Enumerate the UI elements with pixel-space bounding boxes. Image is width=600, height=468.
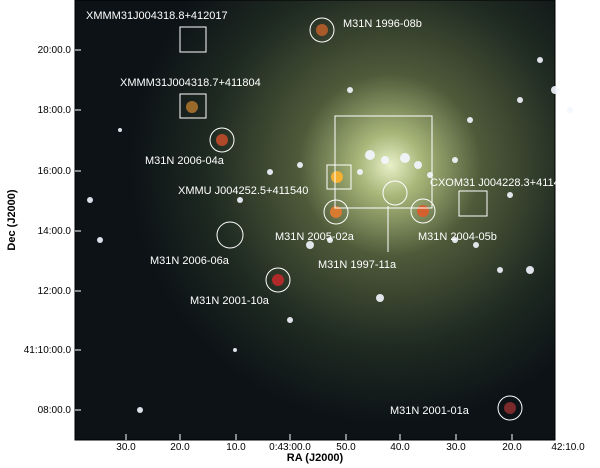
- source: [504, 402, 516, 414]
- star: [347, 87, 353, 93]
- star: [551, 86, 559, 94]
- y-tick-label: 20:00.0: [38, 45, 72, 56]
- star: [517, 97, 523, 103]
- circle: [323, 199, 349, 225]
- x-tick-label: 30.0: [116, 442, 136, 453]
- box: [458, 190, 488, 217]
- star: [233, 348, 237, 352]
- star: [400, 153, 410, 163]
- star: [473, 242, 479, 248]
- star: [537, 57, 543, 63]
- source: [186, 101, 198, 113]
- star: [507, 192, 513, 198]
- star: [452, 157, 458, 163]
- star: [118, 128, 122, 132]
- source: [316, 24, 328, 36]
- annotation-label: M31N 2001-10a: [190, 295, 270, 307]
- y-tick-label: 41:10:00.0: [24, 345, 72, 356]
- source: [272, 274, 284, 286]
- star: [467, 117, 473, 123]
- circle: [216, 221, 244, 249]
- annotation-label: XMMU J004252.5+411540: [178, 185, 308, 197]
- annotation-label: M31N 2001-01a: [390, 405, 470, 417]
- source: [216, 134, 228, 146]
- x-axis-label: RA (J2000): [287, 452, 344, 464]
- x-tick-label: 10.0: [226, 442, 246, 453]
- box: [179, 26, 207, 53]
- y-tick-label: 16:00.0: [38, 166, 72, 177]
- x-tick-label: 50.0: [336, 442, 356, 453]
- star: [137, 407, 143, 413]
- annotation-label: M31N 2004-05b: [418, 231, 497, 243]
- circle: [265, 267, 291, 293]
- annotation-label: CXOM31 J004228.3+411449: [430, 177, 572, 189]
- source: [417, 205, 429, 217]
- star: [567, 107, 573, 113]
- star: [357, 169, 363, 175]
- annotation-label: M31N 2006-04a: [145, 155, 225, 167]
- ticks: 30.0 20.0 10.0 0:43:00.0 50.0 40.0 30.0 20.0 42:…: [24, 45, 585, 453]
- star: [97, 237, 103, 243]
- y-tick-label: 18:00.0: [38, 105, 72, 116]
- x-tick-label: 40.0: [390, 442, 410, 453]
- circle: [410, 198, 436, 224]
- star: [327, 237, 333, 243]
- y-tick-label: 14:00.0: [38, 226, 72, 237]
- circle: [382, 180, 408, 206]
- markers: [179, 17, 523, 421]
- star: [414, 161, 422, 169]
- star: [267, 169, 273, 175]
- star: [365, 150, 375, 160]
- circle: [209, 127, 235, 153]
- annotation-label: M31N 2005-02a: [275, 231, 355, 243]
- circle: [309, 17, 335, 43]
- box: [326, 164, 352, 190]
- stars: [87, 24, 573, 414]
- annotation-label: XMMM31J004318.7+411804: [120, 77, 261, 89]
- x-tick-label: 20.0: [502, 442, 522, 453]
- x-tick-label: 20.0: [170, 442, 190, 453]
- box: [179, 93, 207, 119]
- annotation-label: XMMM31J004318.8+412017: [86, 10, 228, 22]
- x-tick-label: 42:10.0: [551, 442, 585, 453]
- x-tick-label: 0:43:00.0: [269, 442, 311, 453]
- star: [237, 197, 243, 203]
- circle: [497, 395, 523, 421]
- annotation-label: M31N 2006-06a: [150, 255, 230, 267]
- sky-image: [74, 0, 556, 441]
- star: [87, 197, 93, 203]
- star: [287, 317, 293, 323]
- star: [376, 294, 384, 302]
- annotation-label: M31N 1996-08b: [343, 18, 422, 30]
- y-axis-label: Dec (J2000): [6, 189, 18, 250]
- annotation-label: M31N 1997-11a: [318, 259, 397, 271]
- labels: XMMM31J004318.8+412017 M31N 1996-08b XMMM3…: [86, 10, 572, 417]
- star: [526, 266, 534, 274]
- star: [497, 267, 503, 273]
- box: [334, 115, 433, 209]
- y-tick-label: 12:00.0: [38, 286, 72, 297]
- star: [306, 241, 314, 249]
- x-tick-label: 30.0: [446, 442, 466, 453]
- y-tick-label: 08:00.0: [38, 405, 72, 416]
- source: [331, 171, 343, 183]
- star: [381, 156, 389, 164]
- star: [452, 237, 458, 243]
- source: [330, 206, 342, 218]
- star: [297, 162, 303, 168]
